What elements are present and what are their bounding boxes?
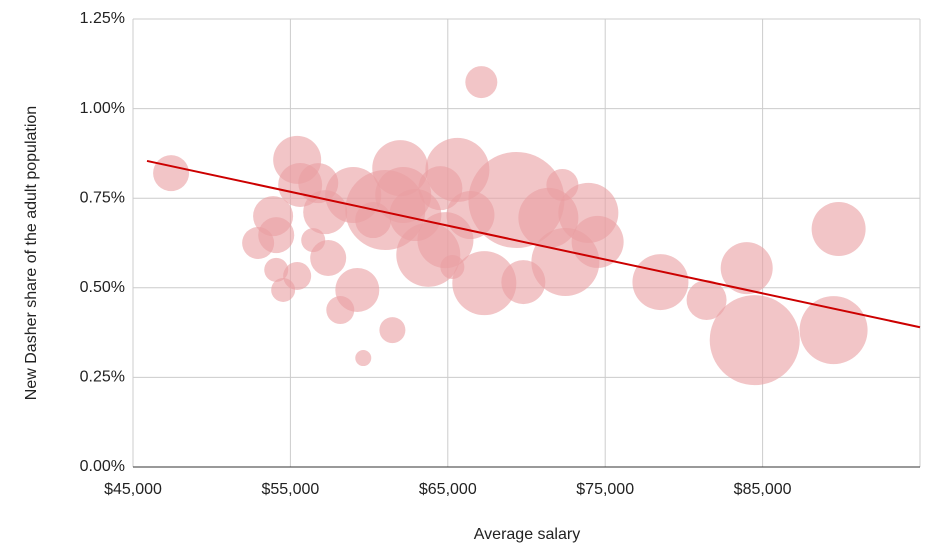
y-tick-label: 1.00% <box>80 100 125 117</box>
bubble <box>632 254 689 311</box>
x-axis-title: Average salary <box>474 526 580 543</box>
x-tick-label: $45,000 <box>104 481 162 498</box>
y-tick-label: 0.25% <box>80 369 125 386</box>
bubble <box>283 261 312 290</box>
bubble <box>811 202 866 257</box>
y-tick-label: 0.75% <box>80 189 125 206</box>
bubble <box>310 240 347 277</box>
x-tick-label: $75,000 <box>576 481 634 498</box>
bubble <box>709 295 800 386</box>
bubble <box>799 296 868 365</box>
bubble <box>686 279 727 320</box>
bubble <box>355 350 372 367</box>
y-tick-label: 0.50% <box>80 279 125 296</box>
bubble <box>379 317 406 344</box>
bubble <box>465 66 498 99</box>
bubble <box>258 217 295 254</box>
x-tick-label: $55,000 <box>261 481 319 498</box>
bubble <box>153 155 190 192</box>
bubble <box>335 267 380 312</box>
x-tick-label: $85,000 <box>734 481 792 498</box>
bubble <box>720 242 773 295</box>
x-tick-label: $65,000 <box>419 481 477 498</box>
bubble <box>571 215 624 268</box>
y-axis-title: New Dasher share of the adult population <box>23 106 40 400</box>
y-tick-label: 1.25% <box>80 10 125 27</box>
bubble <box>452 251 517 316</box>
y-tick-label: 0.00% <box>80 458 125 475</box>
trendline <box>146 159 921 329</box>
bubble <box>264 257 289 282</box>
